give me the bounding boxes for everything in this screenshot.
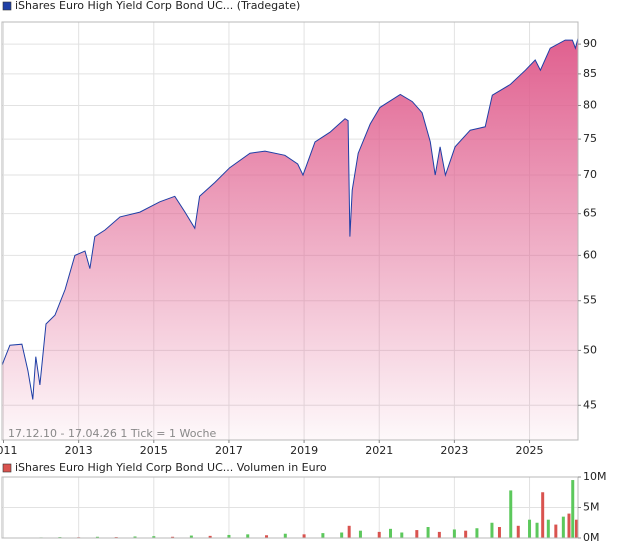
volume-bar xyxy=(284,534,287,538)
x-tick-label: 2019 xyxy=(290,444,318,457)
y-tick-label: 70 xyxy=(583,168,597,181)
volume-bar xyxy=(340,533,343,538)
volume-bar xyxy=(348,526,351,538)
volume-bar xyxy=(453,529,456,538)
volume-bar xyxy=(571,480,574,538)
y-tick-label: 80 xyxy=(583,98,597,111)
legend-swatch xyxy=(3,464,11,472)
y-tick-label: 50 xyxy=(583,343,597,356)
y-tick-label: 90 xyxy=(583,37,597,50)
y-tick-label: 85 xyxy=(583,67,597,80)
x-tick-label: 2011 xyxy=(0,444,18,457)
volume-bar xyxy=(547,520,550,538)
volume-bar xyxy=(427,527,430,538)
x-tick-label: 2023 xyxy=(440,444,468,457)
volume-bar xyxy=(517,526,520,538)
y-tick-label: 5M xyxy=(583,501,600,514)
legend-label: iShares Euro High Yield Corp Bond UC... … xyxy=(15,461,327,474)
volume-bar xyxy=(567,514,570,538)
volume-bar xyxy=(475,528,478,538)
volume-bar xyxy=(359,531,362,538)
legend-swatch xyxy=(3,2,11,10)
x-tick-label: 2025 xyxy=(516,444,544,457)
volume-bar xyxy=(509,490,512,538)
range-note: 17.12.10 - 17.04.26 1 Tick = 1 Woche xyxy=(8,427,216,440)
volume-bar xyxy=(536,523,539,538)
legend-label: iShares Euro High Yield Corp Bond UC... … xyxy=(15,0,300,12)
volume-bar xyxy=(415,530,418,538)
volume-bar xyxy=(490,523,493,538)
y-tick-label: 60 xyxy=(583,248,597,261)
x-tick-label: 2021 xyxy=(365,444,393,457)
volume-bar xyxy=(438,532,441,538)
x-tick-label: 2017 xyxy=(215,444,243,457)
volume-bar xyxy=(400,533,403,538)
y-tick-label: 45 xyxy=(583,398,597,411)
volume-bar xyxy=(528,520,531,538)
volume-bar xyxy=(303,534,306,538)
volume-bar xyxy=(246,534,249,538)
y-tick-label: 10M xyxy=(583,470,607,483)
y-tick-label: 55 xyxy=(583,294,597,307)
x-tick-label: 2015 xyxy=(140,444,168,457)
x-tick-label: 2013 xyxy=(65,444,93,457)
volume-bar xyxy=(321,533,324,538)
volume-bar xyxy=(464,531,467,538)
volume-bar xyxy=(554,525,557,538)
y-tick-label: 75 xyxy=(583,132,597,145)
volume-bar xyxy=(562,517,565,538)
volume-bar xyxy=(498,527,501,538)
volume-bar xyxy=(378,532,381,538)
y-tick-label: 65 xyxy=(583,207,597,220)
y-tick-label: 0M xyxy=(583,531,600,544)
volume-bar xyxy=(389,529,392,538)
volume-bar xyxy=(541,492,544,538)
